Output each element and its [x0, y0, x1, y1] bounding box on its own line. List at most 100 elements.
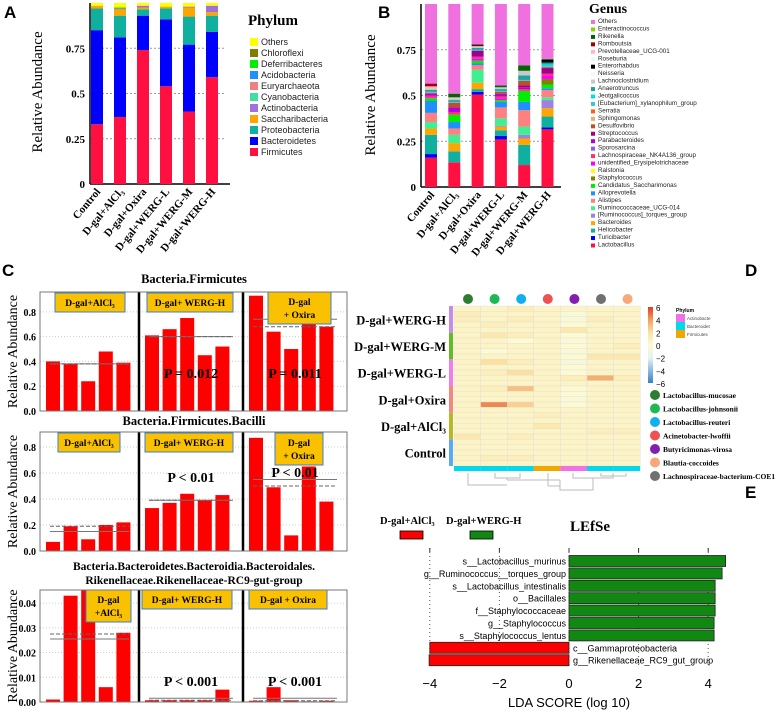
bar [116, 362, 131, 411]
bar [249, 437, 263, 551]
heatmap-cell [533, 311, 561, 317]
species-legend-marker [650, 417, 660, 427]
legend-label: [Ruminococcus]_torques_group [598, 212, 687, 219]
heatmap-cell [533, 375, 561, 381]
heatmap-cell [453, 311, 481, 317]
heatmap-cell [453, 455, 481, 461]
legend-swatch [591, 228, 595, 233]
heatmap-cell [560, 305, 588, 312]
heatmap-cell [586, 412, 614, 419]
bar-segment-lactobacillus [494, 139, 507, 187]
heatmap-cell [560, 439, 588, 445]
heatmap-cell [613, 321, 641, 328]
feature-label: s__Lactobacillus_intestinalis [452, 581, 566, 591]
legend-label: Sporosarcina [598, 145, 636, 152]
row-group-label: D-gal+WERG-H [356, 313, 446, 327]
row-group-color-bar [449, 306, 453, 333]
bar-segment-bacteroides [448, 143, 461, 152]
bar-segment-streptococcus [494, 93, 507, 95]
heatmap-cell [480, 375, 508, 381]
legend-label: Ralstonia [598, 167, 625, 174]
bar [215, 495, 230, 551]
bar-segment-rikenella [518, 65, 531, 71]
bar-segment-deferribacteres [114, 7, 126, 9]
subchart-title: Bacteria.Firmicutes.Bacilli [122, 414, 266, 428]
heatmap-cell [560, 321, 588, 328]
legend-swatch [591, 109, 595, 114]
heatmap-cell [507, 353, 535, 360]
heatmap-cell [586, 332, 614, 339]
heatmap-cell [453, 444, 481, 451]
bar-segment-others [137, 3, 149, 6]
heatmap-cell [480, 455, 508, 461]
heatmap-cell [480, 439, 508, 445]
heatmap-cell [586, 380, 614, 387]
column-phylum-bar [613, 466, 641, 471]
heatmap-cell [613, 407, 641, 413]
phylum-legend-label: Actinobacte [687, 316, 711, 321]
heatmap-cell [533, 321, 561, 328]
y-tick-label: 0.6 [24, 469, 37, 480]
bar-segment-unidentified-erysipelotrichaceae [541, 75, 554, 80]
bar-segment--ruminococcus-torques-group [541, 100, 554, 109]
group-label: D-gal+AlCl₃ [64, 439, 114, 449]
heatmap-cell [586, 449, 614, 456]
legend-label: Cyanobacteria [261, 92, 319, 102]
x-tick-label: 0 [565, 676, 572, 691]
bar-segment-parabacteroides [448, 107, 461, 112]
heatmap-cell [480, 396, 508, 403]
bar [46, 361, 60, 411]
bar-segment-anaerotruncus [471, 47, 484, 50]
legend-swatch [250, 104, 258, 112]
panel-c-group-bar-charts: Bacteria.Firmicutes0.00.20.40.60.8Relati… [6, 272, 348, 709]
bar-segment-desulfovibrio [425, 92, 437, 94]
heatmap-cell [560, 353, 588, 360]
heatmap-cell [586, 327, 614, 333]
legend-label: Lachnospiraceae_NK4A136_group [598, 152, 697, 159]
heatmap-cell [453, 428, 481, 435]
row-group-label: Control [405, 447, 447, 461]
x-tick-label: 4 [705, 676, 712, 691]
bar-segment-alloprevotella [494, 101, 507, 108]
legend-label: Parabacteroides [598, 137, 644, 144]
heatmap-cell [453, 375, 481, 381]
heatmap-cell [560, 412, 588, 419]
bar [284, 535, 299, 551]
heatmap-cell [560, 407, 588, 413]
bar-segment-desulfovibrio [448, 102, 461, 108]
legend-label: Neisseria [598, 70, 625, 77]
feature-label: f__Staphylococcaceae [475, 606, 566, 616]
y-tick-label: 0.75 [397, 45, 417, 57]
bar [98, 687, 113, 702]
bar-segment-candidatus-saccharimonas [471, 60, 484, 64]
heatmap-cell [613, 364, 641, 371]
heatmap-cell [613, 401, 641, 408]
heatmap-cell [533, 455, 561, 461]
bar [180, 493, 195, 551]
bar-segment-proteobacteria [91, 8, 103, 31]
legend-title: Phylum [248, 13, 299, 29]
bar [215, 689, 230, 702]
bar-segment-ruminococcaceae-ucg-014 [471, 69, 484, 83]
heatmap-cell [586, 401, 614, 408]
bar [145, 700, 159, 702]
y-tick-label: 0.01 [19, 673, 37, 684]
species-legend-label: Blautia-coccoides [663, 459, 719, 468]
heatmap-cell [586, 444, 614, 451]
column-species-marker [463, 294, 473, 304]
lda-bar [568, 604, 716, 617]
heatmap-cell [586, 460, 614, 467]
heatmap-cell [480, 337, 508, 344]
bar-segment-others [471, 4, 484, 45]
row-group-color-bar [449, 412, 453, 440]
heatmap-cell [613, 369, 641, 376]
heatmap-cell [453, 359, 481, 365]
heatmap-cell [453, 353, 481, 360]
bar-segment-streptococcus [518, 85, 531, 88]
bar-segment-anaerotruncus [518, 75, 531, 80]
heatmap-cell [560, 348, 588, 355]
heatmap-cell [586, 391, 614, 397]
bar-segment-others [114, 3, 126, 8]
legend-label: [Eubacterium]_xylanophilum_group [598, 100, 697, 107]
heatmap-cell [507, 380, 535, 387]
